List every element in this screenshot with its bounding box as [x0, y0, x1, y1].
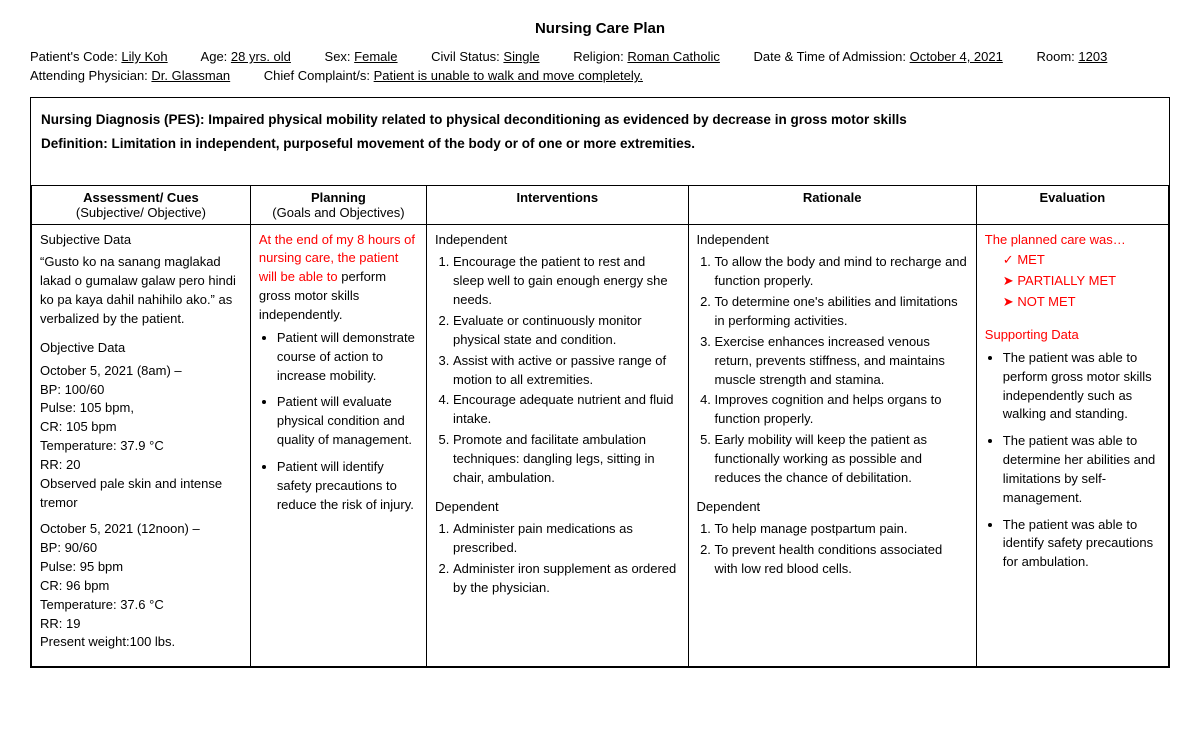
- list-item: To help manage postpartum pain.: [715, 520, 968, 539]
- hdr-value: 1203: [1078, 49, 1107, 64]
- diagnosis-section: Nursing Diagnosis (PES): Impaired physic…: [31, 98, 1169, 185]
- list-item: Administer pain medications as prescribe…: [453, 520, 680, 558]
- list-item: The patient was able to perform gross mo…: [1003, 349, 1160, 424]
- cell-evaluation: The planned care was… MET PARTIALLY MET …: [976, 224, 1168, 667]
- hdr-value: Patient is unable to walk and move compl…: [374, 68, 643, 83]
- subjective-label: Subjective Data: [40, 231, 242, 250]
- list-item: Early mobility will keep the patient as …: [715, 431, 968, 488]
- list-item: Promote and facilitate ambulation techni…: [453, 431, 680, 488]
- objective-label: Objective Data: [40, 339, 242, 358]
- list-item: Assist with active or passive range of m…: [453, 352, 680, 390]
- independent-label: Independent: [435, 231, 680, 250]
- rationale-dependent-list: To help manage postpartum pain. To preve…: [697, 520, 968, 579]
- list-item: To allow the body and mind to recharge a…: [715, 253, 968, 291]
- care-plan-box: Nursing Diagnosis (PES): Impaired physic…: [30, 97, 1170, 668]
- list-item: Patient will demonstrate course of actio…: [277, 329, 418, 386]
- list-item: To prevent health conditions associated …: [715, 541, 968, 579]
- interv-independent-list: Encourage the patient to rest and sleep …: [435, 253, 680, 487]
- obs-temp: Temperature: 37.9 °C: [40, 437, 242, 456]
- cell-assessment: Subjective Data “Gusto ko na sanang magl…: [32, 224, 251, 667]
- support-label: Supporting Data: [985, 326, 1160, 345]
- list-item: Encourage adequate nutrient and fluid in…: [453, 391, 680, 429]
- hdr-label: Patient's Code:: [30, 49, 118, 64]
- list-item: To determine one's abilities and limitat…: [715, 293, 968, 331]
- diagnosis-definition: Definition: Limitation in independent, p…: [41, 132, 1159, 156]
- obs-cr: CR: 96 bpm: [40, 577, 242, 596]
- rationale-independent-list: To allow the body and mind to recharge a…: [697, 253, 968, 487]
- eval-met: MET: [1003, 251, 1160, 270]
- list-item: Evaluate or continuously monitor physica…: [453, 312, 680, 350]
- col-head-rationale: Rationale: [688, 185, 976, 224]
- obs-rr: RR: 20: [40, 456, 242, 475]
- hdr-label: Sex:: [325, 49, 351, 64]
- hdr-label: Chief Complaint/s:: [264, 68, 370, 83]
- hdr-value: October 4, 2021: [910, 49, 1003, 64]
- planning-bullets: Patient will demonstrate course of actio…: [259, 329, 418, 515]
- hdr-label: Religion:: [573, 49, 624, 64]
- cell-planning: At the end of my 8 hours of nursing care…: [250, 224, 426, 667]
- care-plan-table: Assessment/ Cues(Subjective/ Objective) …: [31, 185, 1169, 668]
- dependent-label: Dependent: [697, 498, 968, 517]
- list-item: Patient will evaluate physical condition…: [277, 393, 418, 450]
- list-item: Improves cognition and helps organs to f…: [715, 391, 968, 429]
- hdr-value: Single: [503, 49, 539, 64]
- obs-bp: BP: 100/60: [40, 381, 242, 400]
- obs-pulse: Pulse: 105 bpm,: [40, 399, 242, 418]
- hdr-value: Female: [354, 49, 397, 64]
- col-head-assessment: Assessment/ Cues(Subjective/ Objective): [32, 185, 251, 224]
- list-item: Patient will identify safety precautions…: [277, 458, 418, 515]
- hdr-label: Attending Physician:: [30, 68, 148, 83]
- hdr-value: Lily Koh: [121, 49, 167, 64]
- hdr-label: Room:: [1036, 49, 1074, 64]
- eval-options: MET PARTIALLY MET NOT MET: [1003, 251, 1160, 312]
- interv-dependent-list: Administer pain medications as prescribe…: [435, 520, 680, 597]
- hdr-value: Dr. Glassman: [151, 68, 230, 83]
- col-head-interventions: Interventions: [426, 185, 688, 224]
- independent-label: Independent: [697, 231, 968, 250]
- eval-partial: PARTIALLY MET: [1003, 272, 1160, 291]
- obs-time: October 5, 2021 (12noon) –: [40, 520, 242, 539]
- eval-notmet: NOT MET: [1003, 293, 1160, 312]
- dependent-label: Dependent: [435, 498, 680, 517]
- list-item: The patient was able to identify safety …: [1003, 516, 1160, 573]
- table-row: Subjective Data “Gusto ko na sanang magl…: [32, 224, 1169, 667]
- hdr-label: Age:: [201, 49, 228, 64]
- obs-note: Observed pale skin and intense tremor: [40, 475, 242, 513]
- eval-lead: The planned care was…: [985, 231, 1160, 250]
- obs-weight: Present weight:100 lbs.: [40, 633, 242, 652]
- patient-header-row2: Attending Physician: Dr. Glassman Chief …: [30, 68, 1170, 83]
- obs-rr: RR: 19: [40, 615, 242, 634]
- hdr-label: Date & Time of Admission:: [754, 49, 906, 64]
- obs-pulse: Pulse: 95 bpm: [40, 558, 242, 577]
- subjective-quote: “Gusto ko na sanang maglakad lakad o gum…: [40, 253, 242, 328]
- hdr-value: Roman Catholic: [627, 49, 720, 64]
- support-list: The patient was able to perform gross mo…: [985, 349, 1160, 572]
- hdr-label: Civil Status:: [431, 49, 500, 64]
- cell-interventions: Independent Encourage the patient to res…: [426, 224, 688, 667]
- diagnosis-pes: Nursing Diagnosis (PES): Impaired physic…: [41, 108, 1159, 132]
- hdr-value: 28 yrs. old: [231, 49, 291, 64]
- list-item: The patient was able to determine her ab…: [1003, 432, 1160, 507]
- obs-cr: CR: 105 bpm: [40, 418, 242, 437]
- list-item: Exercise enhances increased venous retur…: [715, 333, 968, 390]
- obs-bp: BP: 90/60: [40, 539, 242, 558]
- col-head-planning: Planning(Goals and Objectives): [250, 185, 426, 224]
- col-head-evaluation: Evaluation: [976, 185, 1168, 224]
- cell-rationale: Independent To allow the body and mind t…: [688, 224, 976, 667]
- doc-title: Nursing Care Plan: [30, 20, 1170, 37]
- list-item: Administer iron supplement as ordered by…: [453, 560, 680, 598]
- obs-time: October 5, 2021 (8am) –: [40, 362, 242, 381]
- patient-header-row1: Patient's Code: Lily Koh Age: 28 yrs. ol…: [30, 49, 1170, 64]
- obs-temp: Temperature: 37.6 °C: [40, 596, 242, 615]
- list-item: Encourage the patient to rest and sleep …: [453, 253, 680, 310]
